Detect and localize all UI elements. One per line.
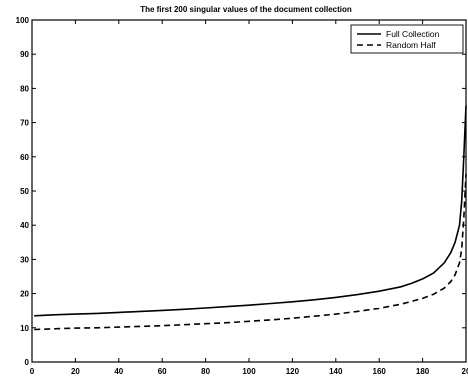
x-tick-label: 100 xyxy=(242,367,256,376)
x-tick-label: 140 xyxy=(329,367,343,376)
y-tick-label: 60 xyxy=(20,153,29,162)
x-tick-label: 60 xyxy=(158,367,167,376)
y-tick-label: 100 xyxy=(16,16,30,25)
y-tick-label: 10 xyxy=(20,324,29,333)
y-tick-label: 70 xyxy=(20,119,29,128)
x-tick-label: 40 xyxy=(114,367,123,376)
legend-label: Random Half xyxy=(386,40,436,50)
y-tick-label: 40 xyxy=(20,221,29,230)
x-tick-label: 80 xyxy=(201,367,210,376)
axis-ticks: 0204060801001201401601802001020304050607… xyxy=(16,16,468,376)
y-tick-label: 80 xyxy=(20,84,29,93)
series-layer xyxy=(34,105,467,331)
x-tick-label: 20 xyxy=(71,367,80,376)
x-tick-label: 20 xyxy=(462,367,468,376)
legend-box xyxy=(350,24,464,54)
series-line-random-half xyxy=(34,173,467,331)
y-tick-label: 20 xyxy=(20,290,29,299)
y-tick-label: 90 xyxy=(20,50,29,59)
x-tick-label: 180 xyxy=(416,367,430,376)
x-tick-label: 0 xyxy=(30,367,35,376)
y-tick-label: 50 xyxy=(20,187,29,196)
plot-frame xyxy=(31,19,467,363)
y-tick-label: 30 xyxy=(20,255,29,264)
x-tick-label: 160 xyxy=(373,367,387,376)
chart-title: The first 200 singular values of the doc… xyxy=(140,5,352,14)
x-tick-label: 120 xyxy=(286,367,300,376)
legend-label: Full Collection xyxy=(386,29,440,39)
y-tick-label: 0 xyxy=(25,358,30,367)
series-line-full-collection xyxy=(34,105,467,317)
